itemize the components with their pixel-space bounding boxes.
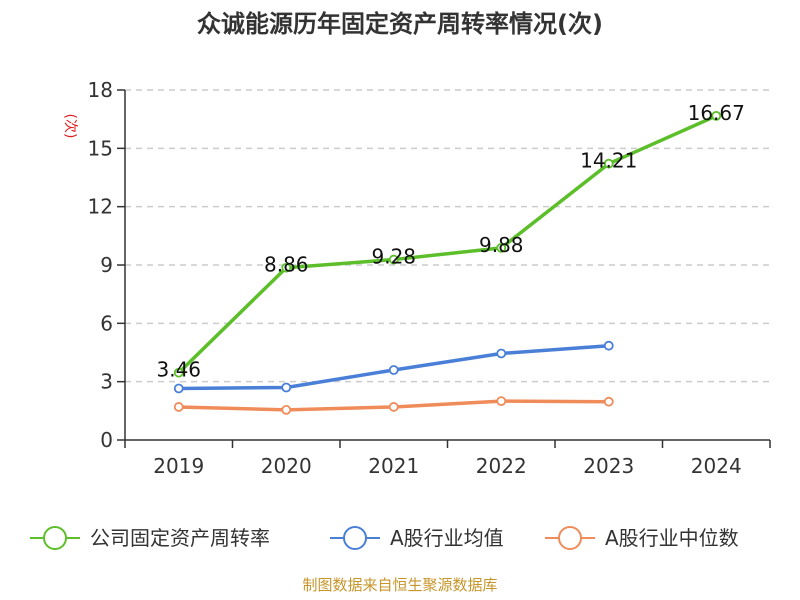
legend-item-0[interactable]: 公司固定资产周转率 xyxy=(30,526,270,550)
data-label: 9.28 xyxy=(371,245,416,269)
x-tick-label: 2022 xyxy=(476,454,527,478)
series-line-0 xyxy=(177,114,717,374)
data-point[interactable] xyxy=(603,396,614,407)
data-label: 16.67 xyxy=(688,101,745,125)
data-label: 3.46 xyxy=(156,358,201,382)
x-tick-label: 2019 xyxy=(153,454,204,478)
data-point[interactable] xyxy=(388,254,399,265)
data-point[interactable] xyxy=(173,402,184,412)
data-point[interactable] xyxy=(281,382,292,393)
y-tick-label: 6 xyxy=(100,311,113,335)
axes: 0 3 6 9 12 15 18 2019 2020 2021 2022 2023 2024 xyxy=(88,78,771,478)
data-point[interactable] xyxy=(388,365,399,375)
x-tick-label: 2023 xyxy=(583,454,634,478)
data-labels: 3.46 8.86 9.28 9.88 14.21 16.67 xyxy=(156,101,744,382)
x-tick-label: 2024 xyxy=(691,454,742,478)
chart-title: 众诚能源历年固定资产周转率情况(次) xyxy=(197,10,603,38)
y-tick-label: 18 xyxy=(88,78,113,102)
data-point[interactable] xyxy=(173,367,184,378)
data-point[interactable] xyxy=(496,348,507,359)
y-tick-label: 0 xyxy=(100,428,113,452)
legend[interactable]: 公司固定资产周转率 A股行业均值 A股行业中位数 xyxy=(30,526,739,550)
source-note: 制图数据来自恒生聚源数据库 xyxy=(302,576,497,594)
data-point[interactable] xyxy=(173,383,184,394)
legend-item-2[interactable]: A股行业中位数 xyxy=(545,526,739,550)
y-tick-label: 3 xyxy=(100,370,113,394)
legend-marker-icon xyxy=(43,526,67,550)
data-label: 9.88 xyxy=(479,233,524,257)
y-tick-label: 12 xyxy=(88,195,113,219)
data-point[interactable] xyxy=(496,396,507,407)
data-point[interactable] xyxy=(281,404,292,415)
data-point[interactable] xyxy=(281,262,292,273)
grid xyxy=(125,89,770,383)
data-label: 14.21 xyxy=(580,149,637,173)
data-point[interactable] xyxy=(603,340,614,351)
legend-marker-icon xyxy=(558,526,582,550)
y-axis-label: (次) xyxy=(62,114,78,139)
data-point[interactable] xyxy=(711,110,722,121)
y-tick-label: 15 xyxy=(88,136,113,160)
legend-label: 公司固定资产周转率 xyxy=(90,526,270,550)
data-point[interactable] xyxy=(603,158,614,169)
legend-marker-icon xyxy=(343,526,367,550)
legend-label: A股行业中位数 xyxy=(605,526,739,550)
data-label: 8.86 xyxy=(264,253,309,277)
legend-item-1[interactable]: A股行业均值 xyxy=(330,526,504,550)
data-point[interactable] xyxy=(388,402,399,412)
series-layer xyxy=(173,110,722,415)
data-point[interactable] xyxy=(496,242,507,253)
legend-label: A股行业均值 xyxy=(390,526,504,550)
y-tick-label: 9 xyxy=(100,253,113,277)
x-tick-label: 2021 xyxy=(368,454,419,478)
x-tick-label: 2020 xyxy=(261,454,312,478)
